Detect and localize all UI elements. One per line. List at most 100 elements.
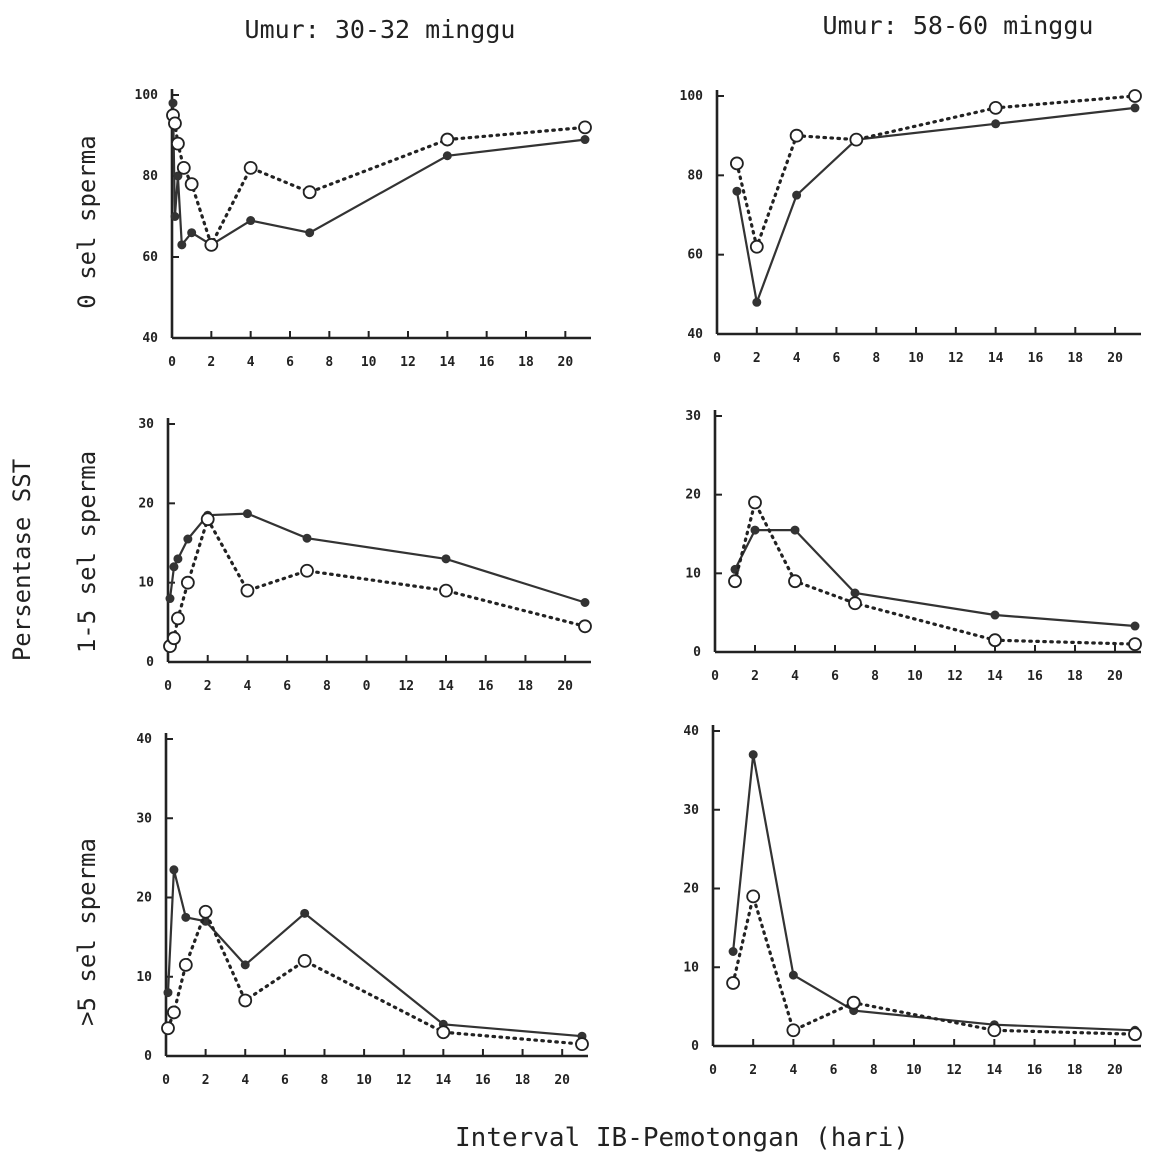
series-line-solid bbox=[732, 754, 1136, 1032]
x-tick-label: 16 bbox=[1027, 669, 1043, 684]
x-tick-label: 16 bbox=[1027, 1063, 1043, 1078]
header-right: Umur: 58-60 minggu bbox=[823, 11, 1094, 40]
data-point-open bbox=[748, 495, 762, 510]
x-tick-label: 8 bbox=[321, 1073, 329, 1088]
y-tick-label: 80 bbox=[142, 169, 158, 184]
chart-panel-top-left: 40 60 80 100 0 2 4 6 8 10 12 14 16 18 20 bbox=[135, 88, 592, 370]
x-tick-label: 8 bbox=[871, 669, 879, 684]
x-tick-label: 12 bbox=[398, 679, 414, 694]
data-point-open bbox=[168, 116, 182, 131]
y-tick-label: 100 bbox=[680, 89, 704, 104]
chart-panel-bottom-right: 0 10 20 30 40 0 2 4 6 8 10 12 14 16 18 20 bbox=[683, 724, 1142, 1078]
row-label-middle: 1-5 sel sperma bbox=[73, 451, 101, 653]
data-point-solid bbox=[732, 186, 742, 196]
x-tick-label: 14 bbox=[436, 1073, 452, 1088]
chart-panel-top-right: 40 60 80 100 0 2 4 6 8 10 12 14 16 18 20 bbox=[680, 89, 1142, 366]
data-point-open bbox=[746, 889, 761, 904]
x-tick-label: 4 bbox=[793, 351, 801, 366]
data-point-open bbox=[1128, 89, 1142, 103]
x-tick-label: 4 bbox=[244, 679, 252, 694]
data-point-open bbox=[161, 1021, 175, 1036]
data-point-open bbox=[849, 132, 864, 147]
x-tick-label: 10 bbox=[907, 669, 923, 684]
data-point-open bbox=[436, 1025, 451, 1040]
x-tick-label: 12 bbox=[946, 1063, 962, 1078]
x-tick-label: 16 bbox=[479, 355, 495, 370]
y-tick-label: 10 bbox=[138, 576, 154, 591]
x-tick-label: 10 bbox=[906, 1063, 922, 1078]
x-tick-label: 16 bbox=[478, 679, 494, 694]
chart-panel-bottom-left: 0 10 20 30 40 0 2 4 6 8 10 12 14 16 18 20 bbox=[136, 732, 589, 1088]
x-tick-label: 12 bbox=[947, 669, 963, 684]
x-tick-label: 16 bbox=[1028, 351, 1044, 366]
row-label-top: 0 sel sperma bbox=[73, 135, 101, 308]
data-point-open bbox=[578, 120, 592, 135]
data-point-solid bbox=[442, 151, 452, 161]
x-axis-title: Interval IB-Pemotongan (hari) bbox=[455, 1123, 909, 1153]
y-tick-label: 20 bbox=[685, 488, 701, 503]
data-point-open bbox=[243, 160, 258, 175]
chart-panel-middle-left: 0 10 20 30 0 2 4 6 8 0 12 14 16 18 20 bbox=[138, 417, 592, 694]
data-point-solid bbox=[302, 533, 312, 543]
data-point-open bbox=[846, 995, 861, 1010]
y-tick-label: 40 bbox=[683, 724, 699, 739]
data-point-open bbox=[988, 633, 1002, 648]
y-tick-label: 20 bbox=[138, 496, 154, 511]
y-tick-label: 20 bbox=[683, 882, 699, 897]
data-point-solid bbox=[173, 554, 183, 564]
series-line-dotted bbox=[171, 113, 587, 249]
x-tick-label: 8 bbox=[872, 351, 880, 366]
data-point-open bbox=[167, 631, 181, 646]
x-tick-label: 14 bbox=[987, 1063, 1003, 1078]
data-point-solid bbox=[168, 98, 178, 108]
data-point-solid bbox=[1130, 621, 1140, 631]
y-tick-label: 0 bbox=[144, 1049, 152, 1064]
y-tick-label: 30 bbox=[136, 811, 152, 826]
y-tick-label: 0 bbox=[146, 655, 154, 670]
data-point-solid bbox=[580, 598, 590, 607]
data-point-solid bbox=[792, 190, 802, 200]
data-point-open bbox=[297, 954, 312, 968]
x-tick-label: 18 bbox=[518, 679, 534, 694]
x-tick-label: 20 bbox=[558, 355, 574, 370]
x-tick-label: 2 bbox=[204, 679, 212, 694]
data-point-solid bbox=[850, 588, 860, 598]
y-tick-label: 20 bbox=[136, 891, 152, 906]
data-point-open bbox=[180, 575, 195, 590]
data-point-open bbox=[788, 574, 802, 589]
data-point-solid bbox=[305, 228, 315, 238]
y-tick-label: 40 bbox=[142, 331, 158, 346]
x-tick-label: 14 bbox=[440, 355, 456, 370]
data-point-open bbox=[726, 976, 740, 990]
x-tick-label: 4 bbox=[247, 355, 255, 370]
data-point-open bbox=[184, 177, 199, 192]
y-tick-label: 10 bbox=[683, 960, 699, 975]
x-tick-label: 0 bbox=[713, 351, 721, 366]
data-point-solid bbox=[163, 988, 173, 998]
series-line-solid bbox=[734, 528, 1136, 628]
x-tick-label: 0 bbox=[711, 669, 719, 684]
data-point-open bbox=[167, 1005, 181, 1020]
x-tick-label: 20 bbox=[1107, 669, 1123, 684]
x-tick-label: 16 bbox=[475, 1073, 491, 1088]
data-point-solid bbox=[991, 119, 1001, 129]
data-point-open bbox=[170, 136, 185, 151]
data-point-solid bbox=[177, 240, 187, 250]
x-tick-label: 6 bbox=[830, 1063, 838, 1078]
series-line-solid bbox=[168, 512, 586, 604]
data-point-open bbox=[439, 583, 453, 598]
x-tick-label: 12 bbox=[948, 351, 964, 366]
x-tick-label: 20 bbox=[554, 1073, 570, 1088]
x-tick-label: 18 bbox=[1067, 1063, 1083, 1078]
x-tick-label: 6 bbox=[831, 669, 839, 684]
data-point-open bbox=[200, 512, 215, 527]
data-point-solid bbox=[752, 297, 762, 307]
y-tick-label: 80 bbox=[687, 168, 703, 183]
y-tick-label: 40 bbox=[136, 732, 152, 747]
y-tick-label: 60 bbox=[687, 248, 703, 263]
data-point-solid bbox=[169, 865, 179, 875]
x-tick-label: 6 bbox=[281, 1073, 289, 1088]
data-point-solid bbox=[1130, 103, 1140, 113]
x-tick-label: 0 bbox=[162, 1073, 170, 1088]
